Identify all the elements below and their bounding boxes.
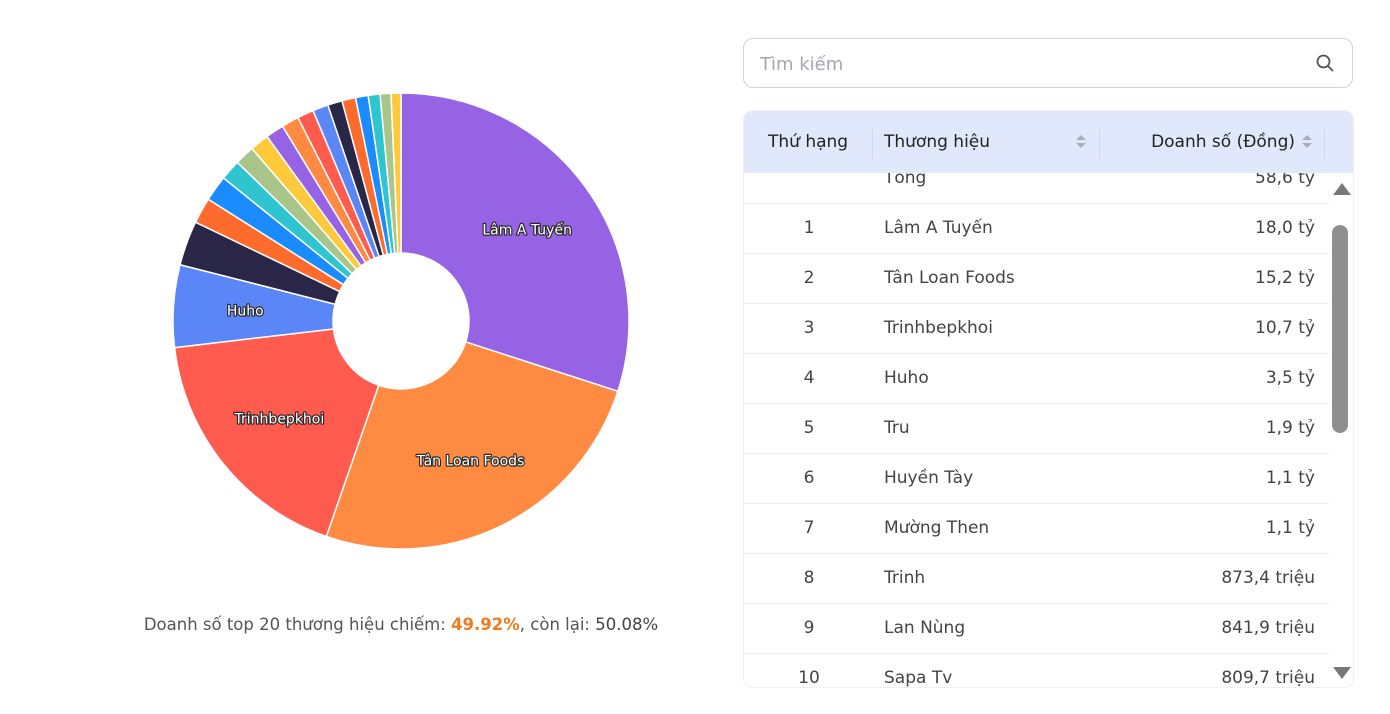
- sales-cell: 1,1 tỷ: [1265, 518, 1315, 538]
- brand-cell: Sapa Tv: [884, 668, 953, 688]
- table-row[interactable]: 2 Tân Loan Foods 15,2 tỷ: [744, 254, 1329, 304]
- sort-brand-icon[interactable]: [1076, 135, 1086, 149]
- caption-text: Doanh số top 20 thương hiệu chiếm:: [143, 615, 452, 634]
- rank-cell: 2: [803, 268, 815, 288]
- sales-cell: 1,9 tỷ: [1265, 418, 1315, 438]
- rank-cell: 7: [803, 518, 815, 538]
- total-sales: 58,6 tỷ: [1255, 173, 1315, 188]
- sales-cell: 841,9 triệu: [1221, 618, 1315, 638]
- pie-slice[interactable]: [390, 92, 402, 254]
- slice-label: Huho: [227, 304, 264, 320]
- brand-cell: Huho: [884, 368, 929, 388]
- header-divider: [1099, 129, 1100, 159]
- scroll-down-icon[interactable]: [1333, 667, 1351, 679]
- brand-cell: Huyền Tày: [884, 468, 974, 488]
- pie-slice[interactable]: [325, 341, 619, 550]
- header-divider: [872, 129, 873, 159]
- table-row[interactable]: 6 Huyền Tày 1,1 tỷ: [744, 454, 1329, 504]
- brand-cell: Trinhbepkhoi: [884, 318, 993, 338]
- search-input[interactable]: [758, 39, 1302, 89]
- share-caption: Doanh số top 20 thương hiệu chiếm: 49.92…: [0, 615, 802, 634]
- rank-cell: 1: [803, 218, 815, 238]
- sales-cell: 10,7 tỷ: [1255, 318, 1315, 338]
- total-label: Tổng: [884, 173, 927, 188]
- brand-cell: Tru: [884, 418, 910, 438]
- slice-label: Trinhbepkhoi: [234, 412, 325, 428]
- rank-cell: 10: [798, 668, 820, 688]
- rank-cell: 9: [803, 618, 815, 638]
- donut-chart: Lâm A Tuyến Tân Loan Foods Trinhbepkhoi Huh…: [172, 92, 630, 550]
- table-row[interactable]: 4 Huho 3,5 tỷ: [744, 354, 1329, 404]
- table-header: Thứ hạng Thương hiệu Doanh số (Đồng): [744, 111, 1353, 173]
- pie-chart-area: Lâm A Tuyến Tân Loan Foods Trinhbepkhoi Huh…: [172, 92, 630, 550]
- table-row[interactable]: 1 Lâm A Tuyến 18,0 tỷ: [744, 204, 1329, 254]
- sales-cell: 18,0 tỷ: [1255, 218, 1315, 238]
- table-body[interactable]: Tổng 58,6 tỷ 1 Lâm A Tuyến 18,0 tỷ 2 Tân Loa…: [744, 173, 1329, 688]
- rank-cell: 5: [803, 418, 815, 438]
- slice-label: Tân Loan Foods: [416, 454, 525, 470]
- caption-rest-share: 50.08%: [595, 615, 659, 634]
- search-icon[interactable]: [1316, 54, 1334, 72]
- pie-slice[interactable]: [173, 328, 380, 538]
- table-row[interactable]: 3 Trinhbepkhoi 10,7 tỷ: [744, 304, 1329, 354]
- header-divider: [1324, 129, 1325, 159]
- table-row[interactable]: 10 Sapa Tv 809,7 triệu: [744, 654, 1329, 688]
- table-row[interactable]: 7 Mường Then 1,1 tỷ: [744, 504, 1329, 554]
- header-brand[interactable]: Thương hiệu: [884, 132, 991, 152]
- scrollbar-thumb[interactable]: [1332, 225, 1348, 433]
- table-scrollbar[interactable]: [1329, 173, 1353, 687]
- scroll-up-icon[interactable]: [1333, 183, 1351, 195]
- total-row: Tổng 58,6 tỷ: [744, 173, 1329, 204]
- table-row[interactable]: 8 Trinh 873,4 triệu: [744, 554, 1329, 604]
- brand-cell: Lan Nùng: [884, 618, 966, 638]
- pie-slice[interactable]: [400, 92, 630, 393]
- slice-label: Lâm A Tuyến: [482, 221, 572, 238]
- header-rank: Thứ hạng: [768, 132, 849, 152]
- search-box: [743, 38, 1353, 89]
- sales-cell: 3,5 tỷ: [1265, 368, 1315, 388]
- sort-sales-icon[interactable]: [1302, 135, 1312, 149]
- brand-ranking-table: Thứ hạng Thương hiệu Doanh số (Đồng) Tổn…: [743, 110, 1354, 688]
- header-sales[interactable]: Doanh số (Đồng): [1151, 132, 1295, 152]
- table-row[interactable]: 5 Tru 1,9 tỷ: [744, 404, 1329, 454]
- sales-cell: 873,4 triệu: [1221, 568, 1315, 588]
- caption-middle: , còn lại:: [519, 615, 596, 634]
- rank-cell: 4: [803, 368, 815, 388]
- rank-cell: 6: [803, 468, 815, 488]
- brand-cell: Mường Then: [884, 518, 990, 538]
- sales-cell: 15,2 tỷ: [1255, 268, 1315, 288]
- brand-cell: Lâm A Tuyến: [884, 218, 993, 238]
- brand-cell: Trinh: [884, 568, 926, 588]
- caption-top-share: 49.92%: [451, 615, 520, 634]
- rank-cell: 8: [803, 568, 815, 588]
- sales-cell: 1,1 tỷ: [1265, 468, 1315, 488]
- rank-cell: 3: [803, 318, 815, 338]
- table-row[interactable]: 9 Lan Nùng 841,9 triệu: [744, 604, 1329, 654]
- brand-cell: Tân Loan Foods: [884, 268, 1015, 288]
- sales-cell: 809,7 triệu: [1221, 668, 1315, 688]
